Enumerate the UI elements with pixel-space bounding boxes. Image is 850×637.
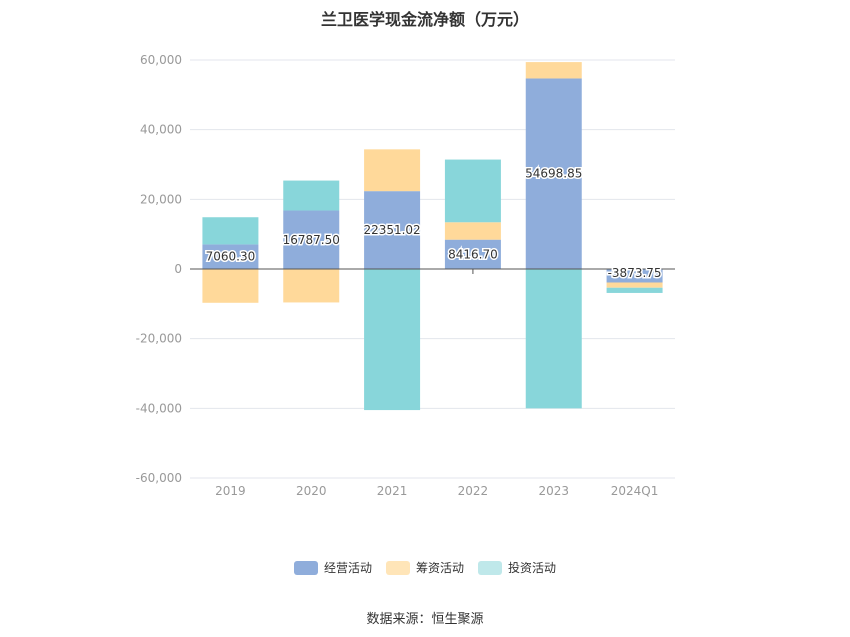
data-label: 8416.70 [448,247,498,261]
bar-operating [202,244,259,269]
bar-operating [606,269,663,283]
bar-investing [444,159,501,223]
bar-investing [283,180,340,211]
legend: 经营活动 筹资活动 投资活动 [0,559,850,576]
legend-swatch [293,560,318,575]
chart-title: 兰卫医学现金流净额（万元） [320,10,529,29]
x-tick-label: 2021 [377,484,408,498]
y-tick-label: 40,000 [140,123,182,137]
legend-item-operating[interactable]: 经营活动 [293,559,372,576]
bar-financing [283,269,340,303]
data-label: 54698.85 [525,167,582,181]
legend-label: 投资活动 [508,561,557,575]
legend-label: 经营活动 [323,561,372,575]
bar-financing [364,149,421,192]
data-label: 16787.50 [283,233,340,247]
bar-investing [364,269,421,411]
legend-label: 筹资活动 [415,561,464,575]
x-tick-label: 2020 [296,484,327,498]
bar-financing [202,269,259,303]
bar-investing [202,217,259,245]
x-tick-label: 2019 [215,484,246,498]
data-label: -3873.75 [608,266,662,280]
y-tick-label: -40,000 [136,401,182,415]
bar-operating [283,210,340,269]
legend-item-investing[interactable]: 投资活动 [478,559,556,576]
bar-financing [444,222,501,240]
y-axis: -60,000 -40,000 -20,000 0 20,000 40,000 60,000 [136,53,182,485]
bar-financing [606,282,663,288]
x-axis: 2019 2020 2021 2022 2023 2024Q1 [190,477,675,498]
y-tick-label: -60,000 [136,471,182,485]
x-tick-label: 2024Q1 [611,484,659,498]
x-tick-label: 2023 [538,484,569,498]
data-label: 7060.30 [206,250,256,264]
legend-item-financing[interactable]: 筹资活动 [385,559,464,576]
bar-financing [525,62,582,79]
data-labels: 7060.30 16787.50 22351.02 8416.70 54698.85 -3… [204,165,663,281]
source-note: 数据来源：恒生聚源 [366,612,484,627]
y-tick-label: 20,000 [140,192,182,206]
legend-swatch [478,560,502,575]
y-tick-label: -20,000 [136,332,182,346]
bar-investing [525,269,582,409]
y-tick-label: 0 [174,262,182,276]
bar-operating [364,191,421,269]
bars [202,62,663,411]
bar-operating [444,239,501,269]
y-tick-label: 60,000 [140,53,182,67]
zero-line [190,268,675,274]
bar-investing [606,287,663,293]
data-label: 22351.02 [363,223,420,237]
x-tick-label: 2022 [458,484,489,498]
bar-operating [525,78,582,270]
legend-swatch [385,560,410,575]
